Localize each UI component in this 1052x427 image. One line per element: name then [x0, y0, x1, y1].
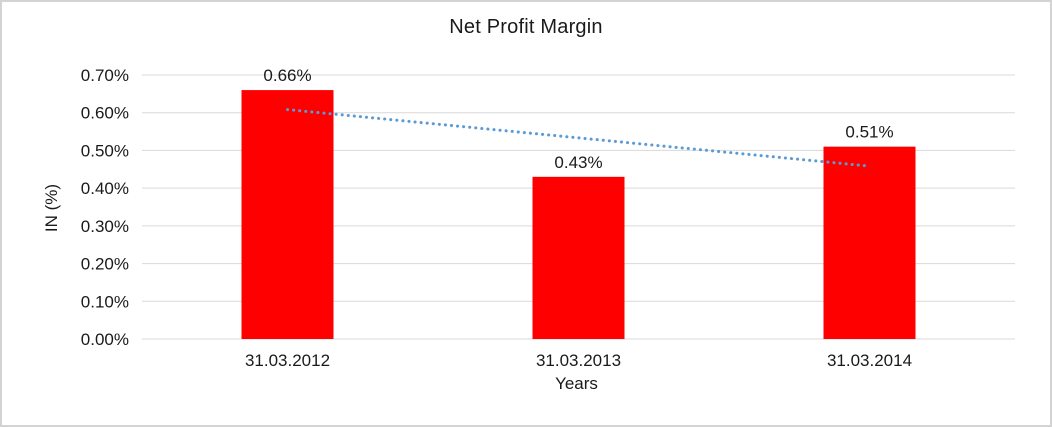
y-tick-label: 0.60%: [81, 104, 129, 123]
y-tick-label: 0.10%: [81, 292, 129, 311]
y-tick-label: 0.50%: [81, 141, 129, 160]
bar: [823, 146, 916, 339]
bar: [241, 90, 334, 339]
category-label: 31.03.2013: [536, 351, 621, 370]
category-label: 31.03.2012: [245, 351, 330, 370]
y-tick-label: 0.40%: [81, 179, 129, 198]
y-tick-label: 0.30%: [81, 217, 129, 236]
y-tick-label: 0.00%: [81, 330, 129, 349]
y-tick-label: 0.70%: [81, 66, 129, 85]
data-label: 0.66%: [263, 66, 311, 85]
x-axis-title: Years: [555, 374, 598, 393]
bar: [532, 176, 625, 339]
data-label: 0.43%: [554, 153, 602, 172]
category-label: 31.03.2014: [827, 351, 912, 370]
y-tick-label: 0.20%: [81, 255, 129, 274]
data-label: 0.51%: [845, 123, 893, 142]
trendline: [286, 108, 871, 168]
chart-title: Net Profit Margin: [449, 16, 603, 38]
